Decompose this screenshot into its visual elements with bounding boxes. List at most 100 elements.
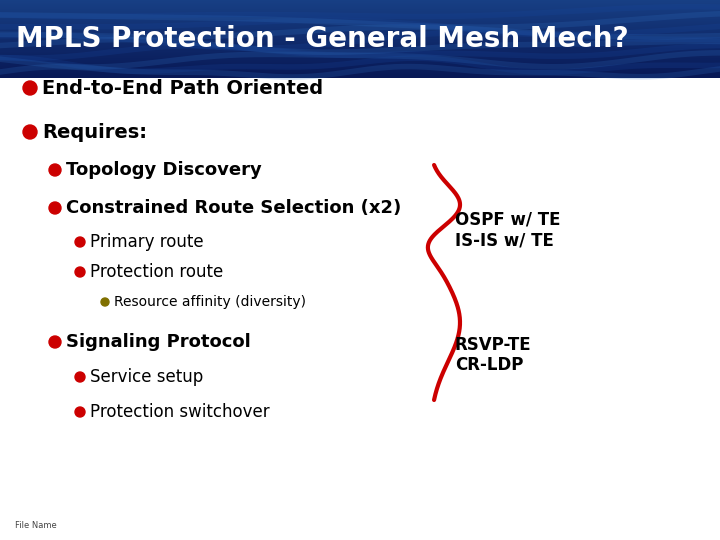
Text: MPLS Protection - General Mesh Mech?: MPLS Protection - General Mesh Mech? bbox=[16, 25, 629, 53]
Bar bbox=[0, 68, 720, 69]
Bar bbox=[0, 59, 720, 61]
Bar bbox=[0, 3, 720, 4]
Bar bbox=[0, 69, 720, 70]
Bar bbox=[0, 55, 720, 56]
Bar bbox=[0, 51, 720, 53]
Text: Resource affinity (diversity): Resource affinity (diversity) bbox=[114, 295, 306, 309]
Bar bbox=[0, 73, 720, 75]
Text: End-to-End Path Oriented: End-to-End Path Oriented bbox=[42, 78, 323, 98]
Bar bbox=[0, 23, 720, 24]
Bar bbox=[0, 17, 720, 19]
Bar bbox=[0, 48, 720, 49]
Bar bbox=[0, 10, 720, 12]
Circle shape bbox=[75, 372, 85, 382]
Bar bbox=[0, 32, 720, 34]
Bar bbox=[0, 37, 720, 39]
Bar bbox=[0, 39, 720, 41]
Bar bbox=[0, 71, 720, 73]
Bar bbox=[0, 65, 720, 67]
Bar bbox=[0, 6, 720, 8]
Bar bbox=[0, 76, 720, 77]
Bar bbox=[0, 64, 720, 66]
Bar bbox=[0, 19, 720, 21]
Text: Signaling Protocol: Signaling Protocol bbox=[66, 333, 251, 351]
Text: Constrained Route Selection (x2): Constrained Route Selection (x2) bbox=[66, 199, 401, 217]
Bar bbox=[0, 2, 720, 3]
Text: Requires:: Requires: bbox=[42, 123, 147, 141]
Bar bbox=[0, 38, 720, 40]
Text: Protection route: Protection route bbox=[90, 263, 223, 281]
Bar bbox=[0, 11, 720, 13]
Bar bbox=[0, 56, 720, 57]
Bar bbox=[0, 63, 720, 64]
Bar bbox=[0, 22, 720, 23]
Bar bbox=[0, 51, 720, 52]
Bar bbox=[0, 1, 720, 2]
Circle shape bbox=[23, 125, 37, 139]
Bar bbox=[0, 46, 720, 48]
Text: File Name: File Name bbox=[15, 521, 57, 530]
Bar bbox=[0, 43, 720, 44]
Text: RSVP-TE
CR-LDP: RSVP-TE CR-LDP bbox=[455, 335, 531, 374]
Text: Service setup: Service setup bbox=[90, 368, 203, 386]
Bar bbox=[0, 30, 720, 31]
Bar bbox=[0, 30, 720, 32]
Bar bbox=[0, 57, 720, 58]
Bar bbox=[0, 60, 720, 62]
Bar bbox=[0, 33, 720, 35]
Bar bbox=[0, 35, 720, 36]
Bar bbox=[0, 25, 720, 27]
Circle shape bbox=[49, 336, 61, 348]
Bar bbox=[0, 24, 720, 26]
Bar bbox=[0, 53, 720, 55]
Bar bbox=[0, 62, 720, 63]
Bar bbox=[0, 58, 720, 60]
Bar bbox=[0, 29, 720, 30]
Bar bbox=[0, 45, 720, 47]
Bar bbox=[0, 15, 720, 16]
Bar bbox=[0, 70, 720, 71]
Bar bbox=[0, 9, 720, 10]
Text: OSPF w/ TE
IS-IS w/ TE: OSPF w/ TE IS-IS w/ TE bbox=[455, 211, 560, 249]
Bar bbox=[0, 18, 720, 20]
Bar bbox=[0, 21, 720, 22]
Bar bbox=[0, 75, 720, 76]
Text: Protection switchover: Protection switchover bbox=[90, 403, 269, 421]
Bar bbox=[0, 44, 720, 46]
Circle shape bbox=[49, 202, 61, 214]
Bar bbox=[0, 77, 720, 78]
Bar bbox=[0, 49, 720, 50]
Bar bbox=[0, 44, 720, 45]
Circle shape bbox=[23, 81, 37, 95]
Bar bbox=[0, 0, 720, 1]
Bar bbox=[0, 5, 720, 7]
Bar bbox=[0, 10, 720, 11]
Bar bbox=[0, 72, 720, 74]
Bar bbox=[0, 64, 720, 65]
Bar bbox=[0, 26, 720, 28]
Bar bbox=[0, 4, 720, 6]
Bar bbox=[0, 8, 720, 9]
Circle shape bbox=[75, 407, 85, 417]
Bar bbox=[0, 71, 720, 72]
Bar bbox=[0, 50, 720, 51]
Bar bbox=[0, 57, 720, 59]
Text: Topology Discovery: Topology Discovery bbox=[66, 161, 262, 179]
Bar bbox=[0, 31, 720, 33]
Bar bbox=[0, 66, 720, 68]
Bar bbox=[0, 40, 720, 42]
Bar bbox=[0, 14, 720, 15]
Circle shape bbox=[75, 237, 85, 247]
Bar bbox=[0, 12, 720, 14]
Bar bbox=[0, 28, 720, 29]
Circle shape bbox=[101, 298, 109, 306]
Text: Primary route: Primary route bbox=[90, 233, 204, 251]
Bar bbox=[0, 37, 720, 38]
Bar bbox=[0, 42, 720, 43]
Bar bbox=[0, 52, 720, 54]
Bar bbox=[0, 36, 720, 37]
Circle shape bbox=[75, 267, 85, 277]
Circle shape bbox=[49, 164, 61, 176]
Bar bbox=[0, 16, 720, 17]
Bar bbox=[0, 3, 720, 5]
